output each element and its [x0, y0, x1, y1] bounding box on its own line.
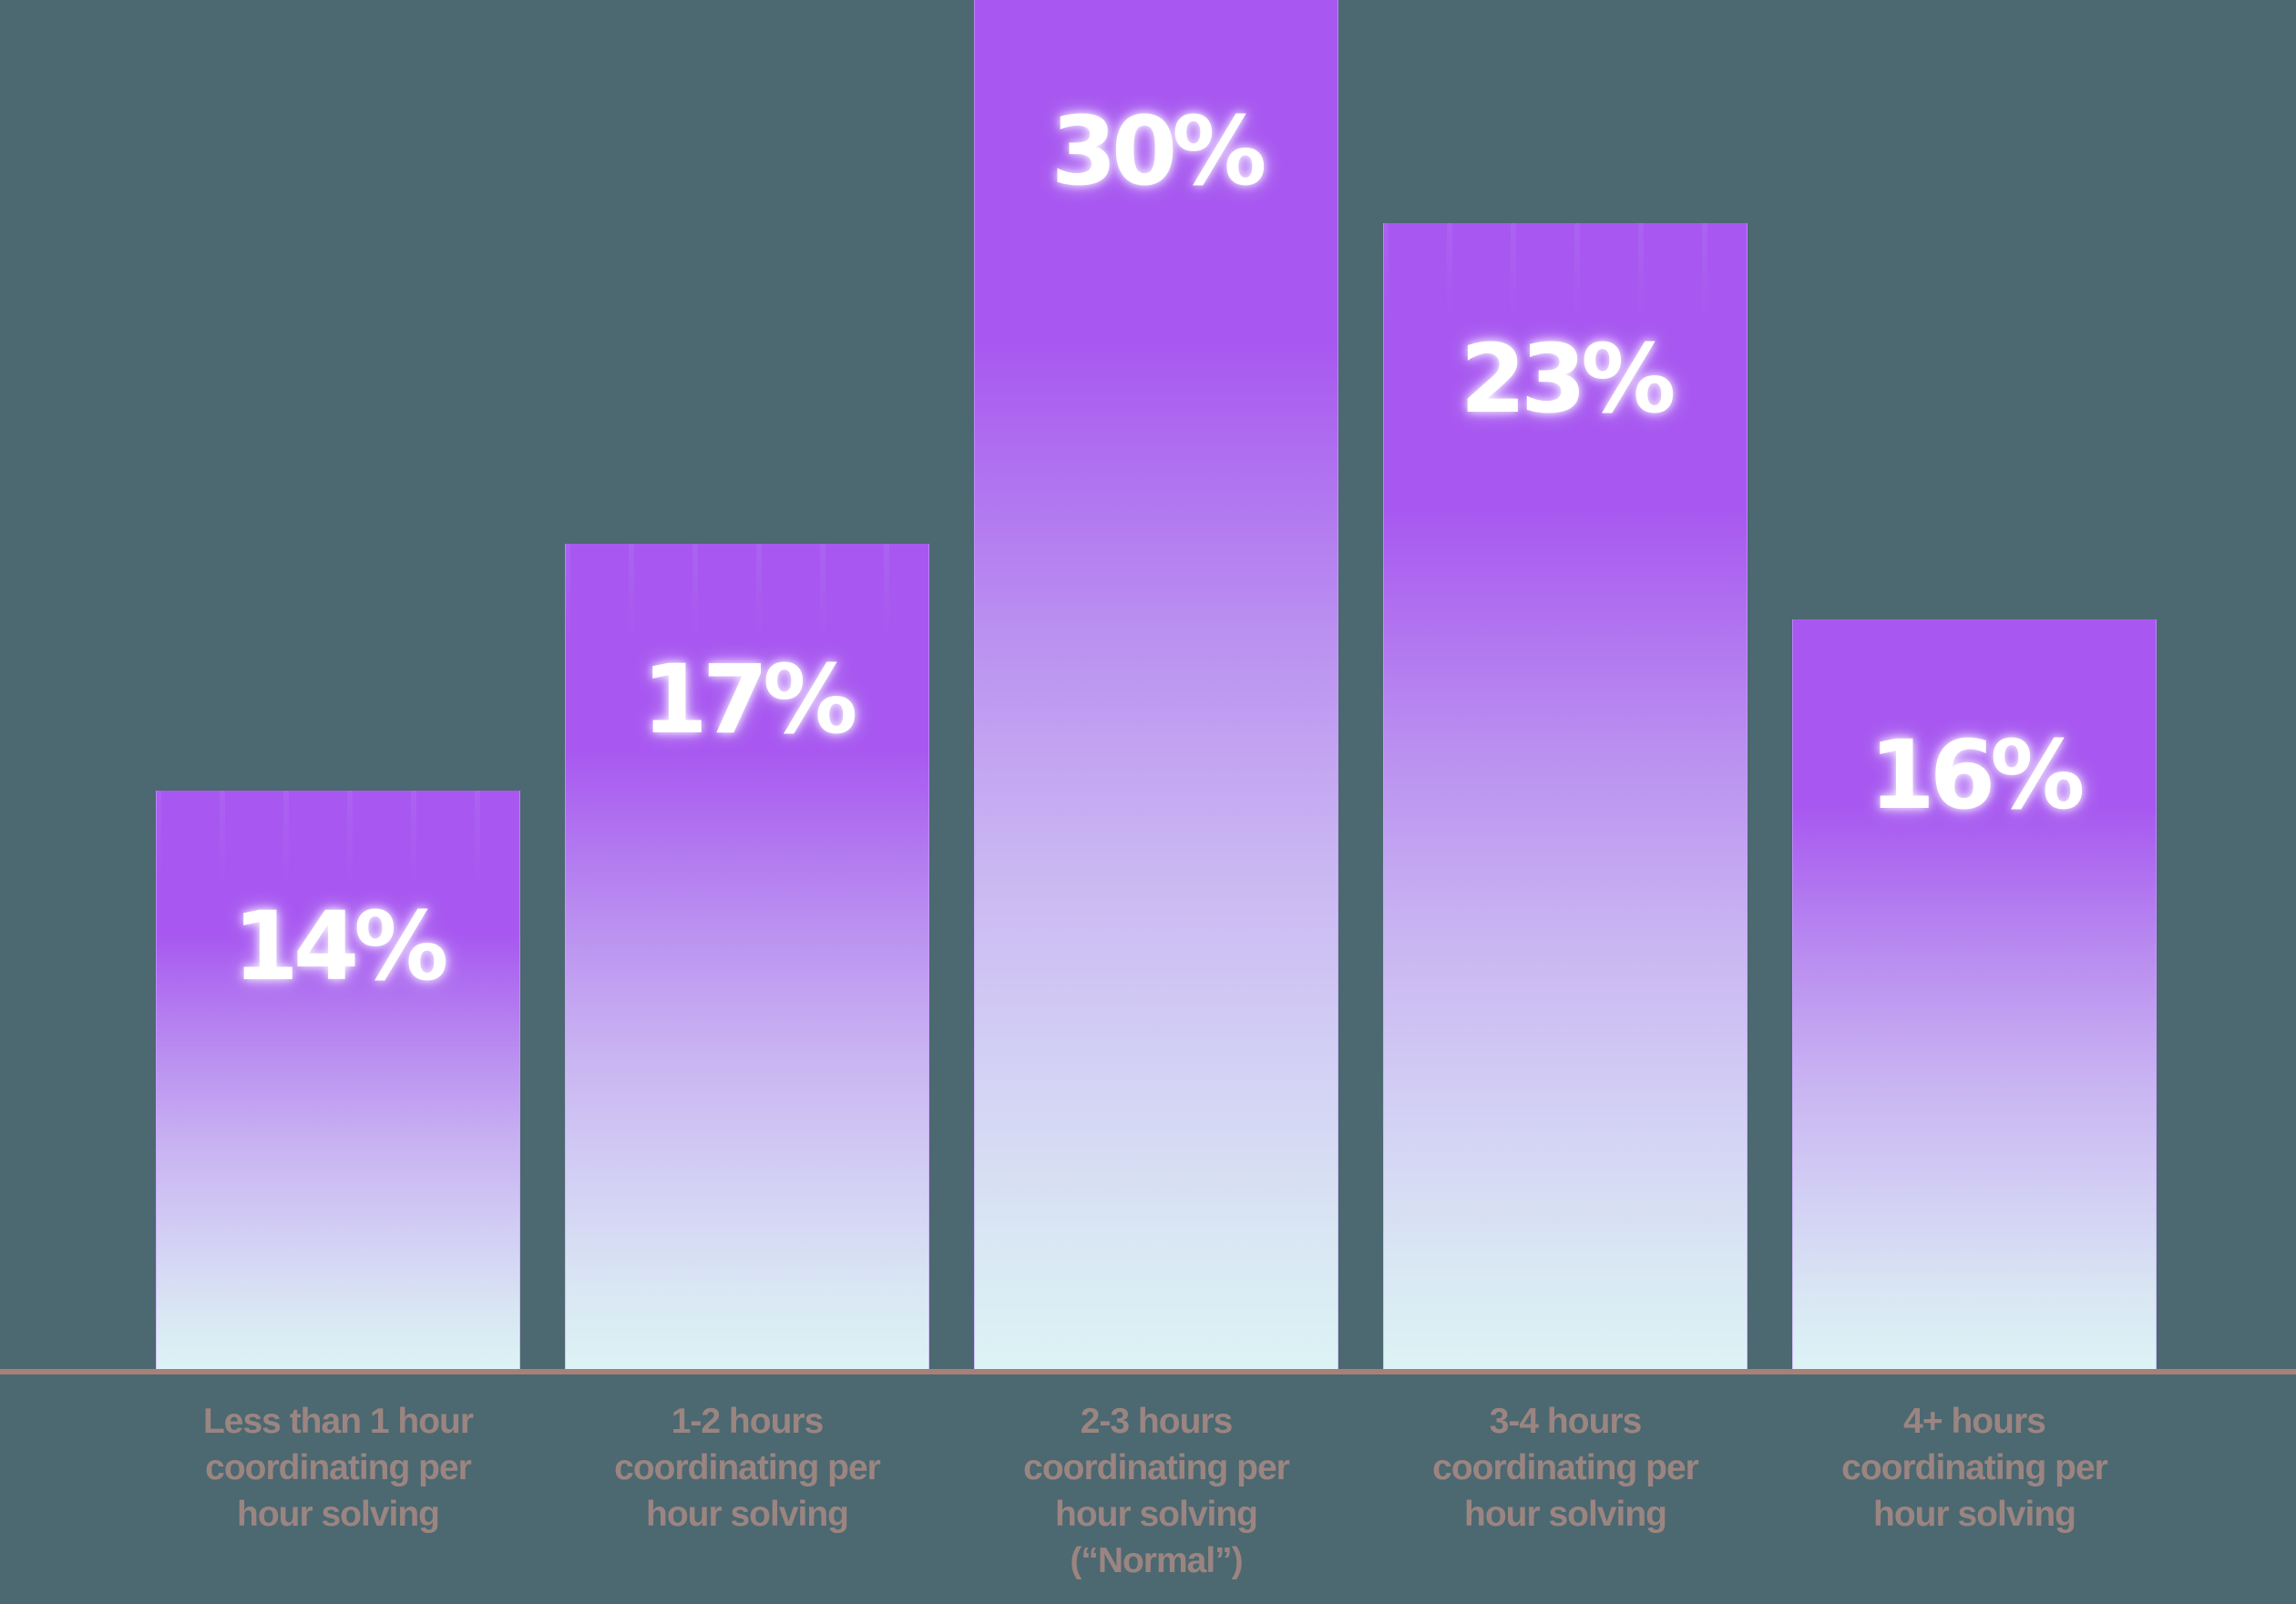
label-line: coordinating per: [614, 1448, 881, 1487]
bar-4-plus-hours: 16%: [1792, 619, 2157, 1369]
bar-2-3-hours-normal: 30%: [974, 0, 1338, 1369]
bar-3-4-hours: 23%: [1383, 223, 1748, 1369]
label-line: hour solving: [237, 1495, 440, 1534]
x-label-2-3-hours: 2-3 hours coordinating per hour solving …: [956, 1398, 1357, 1584]
value-label: 17%: [641, 644, 858, 755]
label-line: coordinating per: [205, 1448, 472, 1487]
bar-less-than-1-hour: 14%: [156, 791, 520, 1369]
value-label: 16%: [1869, 720, 2086, 831]
value-label: 14%: [232, 891, 449, 1002]
label-line: (“Normal”): [1070, 1541, 1243, 1580]
label-line: 1-2 hours: [671, 1402, 825, 1441]
label-line: coordinating per: [1023, 1448, 1290, 1487]
drip-texture: [156, 791, 520, 891]
x-label-3-4-hours: 3-4 hours coordinating per hour solving: [1365, 1398, 1766, 1538]
drip-texture: [565, 544, 929, 644]
label-line: coordinating per: [1432, 1448, 1699, 1487]
label-line: 2-3 hours: [1080, 1402, 1234, 1441]
label-line: hour solving: [1055, 1495, 1258, 1534]
value-label: 23%: [1460, 323, 1676, 434]
drip-texture: [1383, 223, 1748, 323]
label-line: coordinating per: [1841, 1448, 2108, 1487]
label-line: hour solving: [1873, 1495, 2076, 1534]
label-line: hour solving: [646, 1495, 849, 1534]
label-line: Less than 1 hour: [202, 1402, 474, 1441]
x-label-less-than-1-hour: Less than 1 hour coordinating per hour s…: [138, 1398, 538, 1538]
bar-1-2-hours: 17%: [565, 544, 929, 1369]
label-line: hour solving: [1464, 1495, 1667, 1534]
x-label-1-2-hours: 1-2 hours coordinating per hour solving: [547, 1398, 948, 1538]
x-label-4-plus-hours: 4+ hours coordinating per hour solving: [1774, 1398, 2175, 1538]
label-line: 3-4 hours: [1489, 1402, 1643, 1441]
label-line: 4+ hours: [1903, 1402, 2046, 1441]
x-axis-line: [0, 1369, 2296, 1374]
value-label: 30%: [1051, 96, 1267, 207]
